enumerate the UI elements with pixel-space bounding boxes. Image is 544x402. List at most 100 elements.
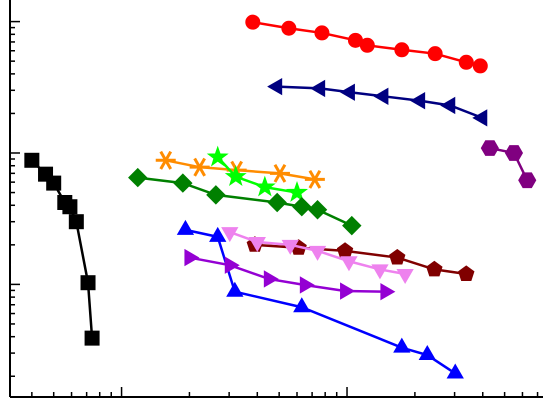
marker-shape — [68, 214, 84, 230]
marker-shape — [293, 297, 311, 313]
marker-shape — [359, 37, 375, 53]
marker-shape — [209, 226, 227, 242]
marker — [173, 173, 193, 193]
marker-shape — [373, 87, 389, 105]
marker — [226, 281, 244, 297]
marker-shape — [380, 283, 396, 301]
marker-shape — [308, 169, 322, 189]
marker-shape — [84, 330, 100, 346]
marker — [339, 83, 355, 101]
marker — [472, 58, 488, 74]
marker — [263, 270, 279, 288]
marker — [80, 275, 96, 291]
marker — [394, 42, 410, 58]
marker — [286, 181, 308, 202]
marker-shape — [176, 219, 195, 235]
marker-shape — [440, 96, 456, 115]
marker-shape — [342, 215, 362, 236]
marker — [472, 109, 488, 127]
marker — [299, 276, 315, 294]
marker-shape — [314, 25, 330, 41]
marker — [128, 167, 148, 188]
marker-shape — [80, 275, 96, 291]
marker-shape — [263, 270, 279, 288]
series-line — [30, 159, 94, 339]
marker-shape — [446, 363, 464, 379]
marker-shape — [371, 264, 389, 280]
marker — [418, 345, 436, 361]
marker-shape — [159, 150, 173, 170]
marker-shape — [336, 242, 354, 258]
marker-shape — [46, 175, 62, 191]
marker — [68, 214, 84, 230]
marker — [308, 245, 327, 261]
marker — [518, 172, 537, 189]
marker — [62, 199, 78, 215]
marker — [184, 248, 200, 267]
marker-shape — [504, 145, 524, 161]
marker — [359, 37, 375, 53]
marker — [292, 197, 312, 217]
marker-shape — [206, 145, 229, 167]
marker-shape — [286, 181, 308, 202]
marker — [314, 25, 330, 41]
marker — [393, 337, 411, 353]
marker — [221, 227, 239, 243]
marker-shape — [128, 167, 148, 188]
marker — [410, 92, 426, 110]
marker-shape — [480, 140, 499, 156]
marker-shape — [206, 185, 226, 205]
marker — [267, 77, 283, 96]
marker-shape — [62, 199, 78, 215]
marker — [504, 145, 524, 161]
marker-shape — [310, 79, 326, 98]
marker-shape — [292, 197, 312, 217]
marker-shape — [245, 14, 261, 30]
marker — [373, 87, 389, 105]
marker — [480, 140, 499, 156]
marker-shape — [267, 192, 287, 213]
marker-shape — [472, 109, 488, 127]
marker — [458, 54, 474, 70]
marker — [446, 363, 464, 379]
marker-shape — [458, 265, 475, 281]
marker — [224, 165, 247, 187]
marker — [340, 282, 356, 300]
marker — [206, 185, 226, 205]
marker — [206, 145, 229, 167]
marker — [267, 192, 287, 213]
marker-shape — [427, 46, 443, 62]
marker — [389, 248, 406, 265]
marker — [189, 157, 210, 177]
marker-shape — [472, 58, 488, 74]
marker — [310, 79, 326, 98]
marker-shape — [273, 163, 287, 183]
marker — [396, 268, 414, 284]
marker-shape — [224, 256, 240, 274]
marker-shape — [418, 345, 436, 361]
marker-shape — [458, 54, 474, 70]
marker-shape — [307, 200, 328, 220]
marker-shape — [253, 175, 276, 197]
marker-shape — [426, 260, 443, 277]
marker-shape — [221, 227, 239, 243]
marker-shape — [224, 165, 247, 187]
marker — [342, 215, 362, 236]
marker-shape — [410, 92, 426, 110]
marker — [304, 169, 325, 189]
marker-shape — [339, 83, 355, 101]
marker-shape — [518, 172, 537, 189]
marker-shape — [394, 42, 410, 58]
marker — [427, 46, 443, 62]
marker — [281, 20, 297, 36]
marker-shape — [393, 337, 411, 353]
marker — [281, 239, 299, 255]
marker — [380, 283, 396, 301]
marker — [248, 237, 266, 253]
marker — [209, 226, 227, 242]
marker — [371, 264, 389, 280]
marker-shape — [389, 248, 406, 265]
marker — [458, 265, 475, 281]
marker — [307, 200, 328, 220]
